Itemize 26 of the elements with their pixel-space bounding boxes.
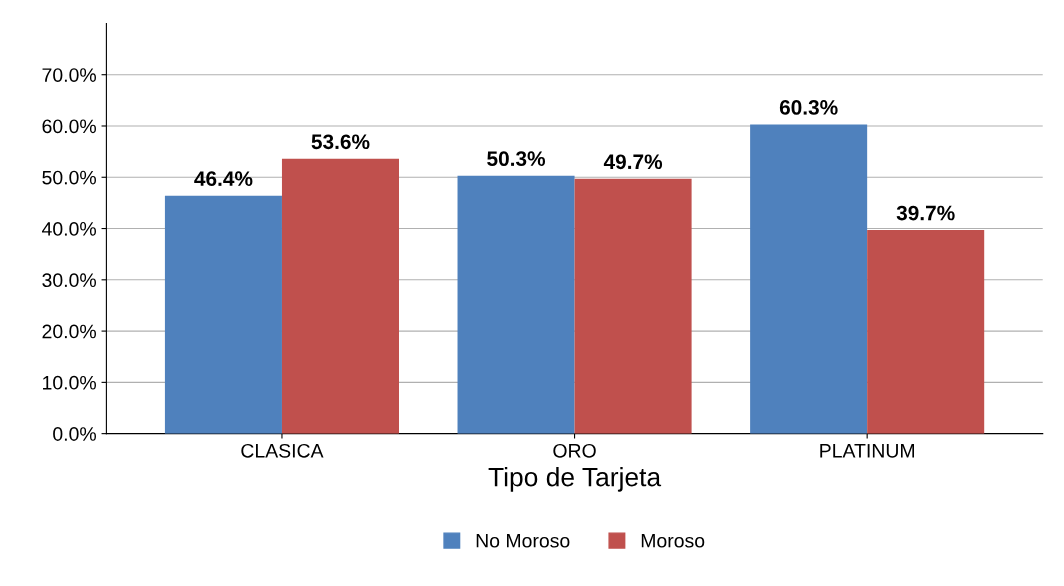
data-label: 39.7% xyxy=(896,205,955,221)
legend-label: Moroso xyxy=(641,534,705,548)
y-tick-label: 60.0% xyxy=(42,119,96,134)
data-label: 53.6% xyxy=(311,134,370,150)
bar xyxy=(574,178,692,434)
bar xyxy=(750,124,868,434)
bar xyxy=(867,230,985,434)
y-tick-label: 50.0% xyxy=(42,170,96,185)
y-tick-label: 30.0% xyxy=(42,273,96,288)
data-label: 50.3% xyxy=(487,151,546,167)
data-label: 46.4% xyxy=(194,171,253,187)
x-tick-label: ORO xyxy=(553,443,596,458)
x-tick-label: CLASICA xyxy=(241,443,324,458)
bar xyxy=(457,175,575,434)
y-tick-label: 20.0% xyxy=(42,324,96,339)
bar xyxy=(281,158,399,434)
y-tick-label: 40.0% xyxy=(41,222,96,236)
x-axis-title: Tipo de Tarjeta xyxy=(488,467,662,492)
data-label: 60.3% xyxy=(779,100,838,115)
data-label: 49.7% xyxy=(603,154,663,170)
y-tick-label: 10.0% xyxy=(43,375,96,390)
bar xyxy=(164,195,282,434)
x-tick-label: PLATINUM xyxy=(820,444,914,458)
legend-label: No Moroso xyxy=(476,534,570,548)
y-tick-label: 70.0% xyxy=(42,68,96,82)
y-tick-label: 0.0% xyxy=(53,427,96,441)
